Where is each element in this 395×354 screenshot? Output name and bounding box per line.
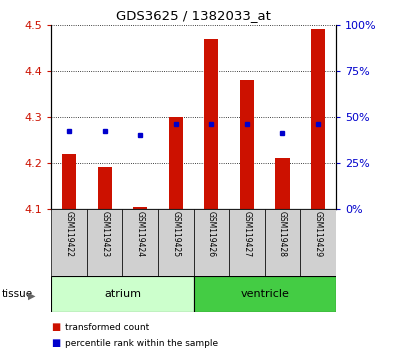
Bar xyxy=(87,209,122,276)
Text: ventricle: ventricle xyxy=(240,289,289,299)
Text: GSM119425: GSM119425 xyxy=(171,211,180,257)
Bar xyxy=(194,276,336,312)
Bar xyxy=(240,80,254,209)
Text: ▶: ▶ xyxy=(28,291,36,301)
Bar xyxy=(98,167,112,209)
Text: GSM119424: GSM119424 xyxy=(136,211,145,257)
Bar xyxy=(133,206,147,209)
Bar xyxy=(51,276,194,312)
Text: GSM119426: GSM119426 xyxy=(207,211,216,257)
Title: GDS3625 / 1382033_at: GDS3625 / 1382033_at xyxy=(116,9,271,22)
Text: GSM119423: GSM119423 xyxy=(100,211,109,257)
Text: GSM119427: GSM119427 xyxy=(243,211,251,257)
Bar xyxy=(204,39,218,209)
Bar xyxy=(169,117,183,209)
Bar xyxy=(300,209,336,276)
Text: transformed count: transformed count xyxy=(65,323,149,332)
Text: GSM119429: GSM119429 xyxy=(314,211,322,257)
Bar xyxy=(62,154,76,209)
Text: ■: ■ xyxy=(51,338,60,348)
Text: percentile rank within the sample: percentile rank within the sample xyxy=(65,339,218,348)
Bar xyxy=(194,209,229,276)
Bar xyxy=(122,209,158,276)
Bar xyxy=(265,209,300,276)
Text: atrium: atrium xyxy=(104,289,141,299)
Bar xyxy=(51,209,87,276)
Bar xyxy=(311,29,325,209)
Bar xyxy=(229,209,265,276)
Bar xyxy=(158,209,194,276)
Text: GSM119428: GSM119428 xyxy=(278,211,287,257)
Text: tissue: tissue xyxy=(2,289,33,299)
Bar xyxy=(275,158,290,209)
Text: GSM119422: GSM119422 xyxy=(65,211,73,257)
Text: ■: ■ xyxy=(51,322,60,332)
